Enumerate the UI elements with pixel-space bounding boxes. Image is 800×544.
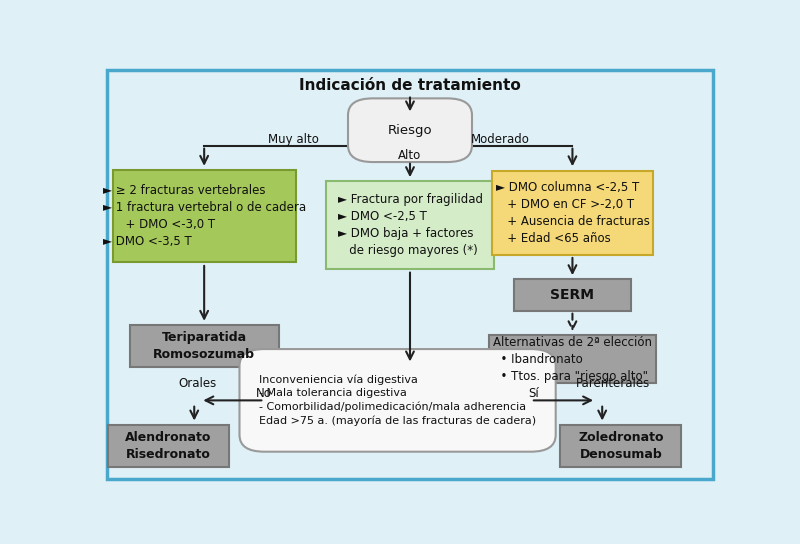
Text: Inconveniencia vía digestiva
- Mala tolerancia digestiva
- Comorbilidad/polimedi: Inconveniencia vía digestiva - Mala tole… — [259, 375, 536, 426]
Text: ► DMO columna <-2,5 T
   + DMO en CF >-2,0 T
   + Ausencia de fracturas
   + Eda: ► DMO columna <-2,5 T + DMO en CF >-2,0 … — [495, 181, 650, 245]
Text: Orales: Orales — [179, 376, 217, 390]
Text: Zoledronato
Denosumab: Zoledronato Denosumab — [578, 431, 663, 461]
Text: SERM: SERM — [550, 288, 594, 302]
FancyBboxPatch shape — [492, 171, 653, 255]
Text: Riesgo: Riesgo — [388, 123, 432, 137]
Text: Alto: Alto — [398, 149, 422, 162]
FancyBboxPatch shape — [107, 70, 713, 479]
Text: Indicación de tratamiento: Indicación de tratamiento — [299, 78, 521, 93]
Text: Alternativas de 2ª elección
  • Ibandronato
  • Ttos. para "riesgo alto": Alternativas de 2ª elección • Ibandronat… — [493, 336, 652, 383]
FancyBboxPatch shape — [490, 335, 655, 384]
Text: Alendronato
Risedronato: Alendronato Risedronato — [125, 431, 211, 461]
Text: ► ≥ 2 fracturas vertebrales
► 1 fractura vertebral o de cadera
      + DMO <-3,0: ► ≥ 2 fracturas vertebrales ► 1 fractura… — [102, 184, 306, 248]
FancyBboxPatch shape — [130, 325, 278, 367]
Text: ► Fractura por fragilidad
► DMO <-2,5 T
► DMO baja + factores
   de riesgo mayor: ► Fractura por fragilidad ► DMO <-2,5 T … — [338, 193, 482, 257]
FancyBboxPatch shape — [113, 170, 296, 262]
FancyBboxPatch shape — [108, 425, 229, 467]
Text: Sí: Sí — [529, 387, 539, 400]
Text: Muy alto: Muy alto — [268, 133, 319, 146]
Text: No: No — [256, 387, 272, 400]
FancyBboxPatch shape — [348, 98, 472, 162]
FancyBboxPatch shape — [560, 425, 682, 467]
FancyBboxPatch shape — [326, 181, 494, 269]
Text: Teriparatida
Romosozumab: Teriparatida Romosozumab — [153, 331, 255, 361]
FancyBboxPatch shape — [514, 279, 631, 311]
Text: Parenterales: Parenterales — [576, 376, 650, 390]
Text: Moderado: Moderado — [470, 133, 530, 146]
FancyBboxPatch shape — [239, 349, 556, 452]
